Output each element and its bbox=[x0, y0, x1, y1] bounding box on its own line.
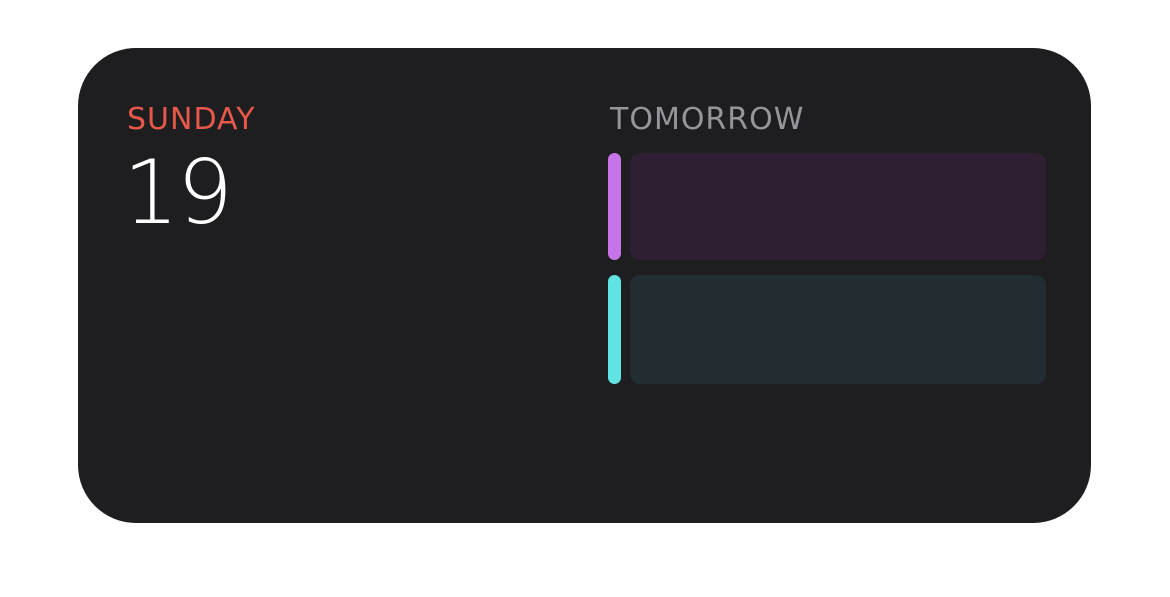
day-number: 19 bbox=[123, 141, 233, 244]
day-name: SUNDAY bbox=[127, 102, 256, 137]
event-item[interactable] bbox=[608, 153, 1046, 260]
event-item[interactable] bbox=[608, 275, 1046, 384]
event-block bbox=[630, 275, 1046, 384]
event-color-bar bbox=[608, 275, 621, 384]
event-block bbox=[630, 153, 1046, 260]
calendar-widget[interactable]: SUNDAY 19 TOMORROW bbox=[78, 48, 1091, 523]
event-color-bar bbox=[608, 153, 621, 260]
tomorrow-label: TOMORROW bbox=[610, 102, 805, 137]
